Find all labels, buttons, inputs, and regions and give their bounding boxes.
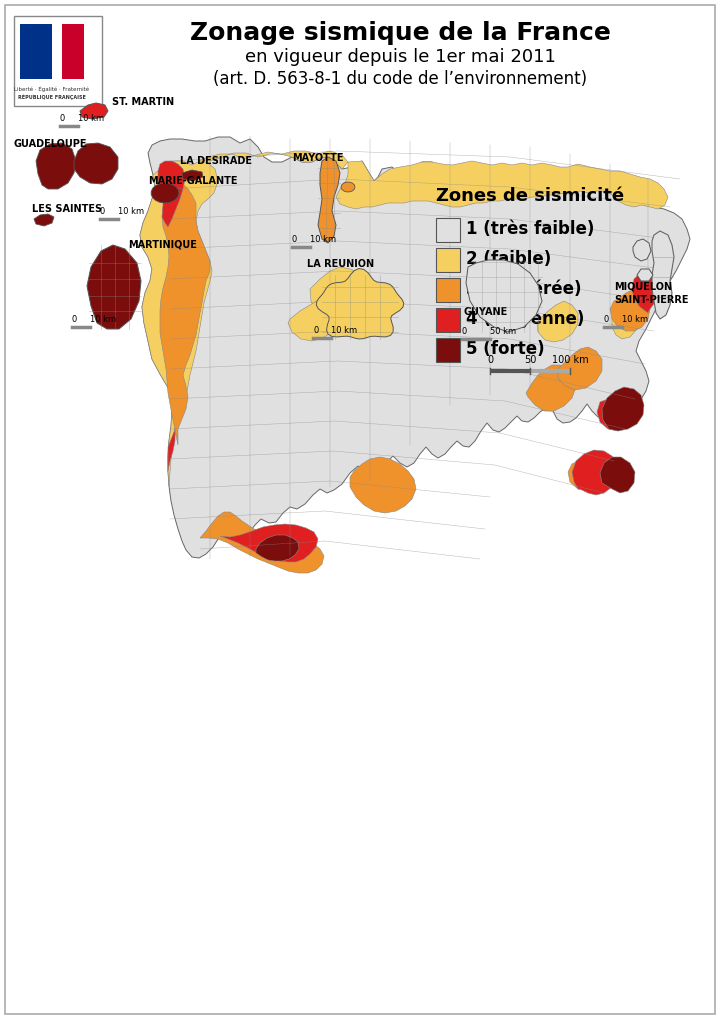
Bar <box>436 218 460 242</box>
Polygon shape <box>310 267 376 327</box>
Text: 0: 0 <box>487 355 493 365</box>
Bar <box>14 16 102 106</box>
Text: 10 km: 10 km <box>622 315 648 324</box>
Text: 5 (forte): 5 (forte) <box>466 340 544 358</box>
Polygon shape <box>140 137 690 558</box>
Polygon shape <box>610 289 650 331</box>
Polygon shape <box>220 524 318 562</box>
Text: LA REUNION: LA REUNION <box>307 259 374 269</box>
Polygon shape <box>341 182 355 192</box>
Text: MARIE-GALANTE: MARIE-GALANTE <box>148 176 238 186</box>
Bar <box>52 24 62 79</box>
Polygon shape <box>200 512 324 573</box>
Text: 2 (faible): 2 (faible) <box>466 250 552 268</box>
Text: LES SAINTES: LES SAINTES <box>32 204 102 214</box>
Polygon shape <box>558 347 602 390</box>
Text: 50 km: 50 km <box>490 327 516 336</box>
Polygon shape <box>526 365 576 411</box>
Text: en vigueur depuis le 1er mai 2011: en vigueur depuis le 1er mai 2011 <box>245 48 555 66</box>
Bar <box>436 308 460 332</box>
Text: 10 km: 10 km <box>310 235 336 244</box>
Text: 0: 0 <box>72 315 77 324</box>
Text: MARTINIQUE: MARTINIQUE <box>128 239 197 249</box>
Text: SAINT-PIERRE: SAINT-PIERRE <box>614 294 688 305</box>
Text: LA DESIRADE: LA DESIRADE <box>180 156 252 166</box>
Text: (art. D. 563-8-1 du code de l’environnement): (art. D. 563-8-1 du code de l’environnem… <box>213 70 587 88</box>
Bar <box>62 24 84 79</box>
Polygon shape <box>637 269 653 281</box>
Text: 0: 0 <box>60 114 66 123</box>
Polygon shape <box>256 535 299 561</box>
Polygon shape <box>36 143 76 189</box>
Text: 0: 0 <box>100 207 105 216</box>
Text: 0: 0 <box>462 327 467 336</box>
Polygon shape <box>572 450 617 495</box>
Polygon shape <box>34 214 54 226</box>
Text: 50: 50 <box>524 355 536 365</box>
Text: 10 km: 10 km <box>90 315 116 324</box>
Text: 100 km: 100 km <box>552 355 588 365</box>
Text: Liberté · Égalité · Fraternité: Liberté · Égalité · Fraternité <box>14 86 89 92</box>
Text: 4 (moyenne): 4 (moyenne) <box>466 310 585 328</box>
Polygon shape <box>568 451 610 491</box>
Polygon shape <box>140 161 218 486</box>
Bar <box>436 338 460 362</box>
Text: 10 km: 10 km <box>118 207 144 216</box>
Polygon shape <box>612 291 642 339</box>
Polygon shape <box>198 151 348 169</box>
Polygon shape <box>87 245 141 329</box>
Polygon shape <box>288 293 342 341</box>
Bar <box>436 278 460 302</box>
Polygon shape <box>466 260 542 332</box>
Text: RÉPUBLIQUE FRANÇAISE: RÉPUBLIQUE FRANÇAISE <box>18 94 86 100</box>
Text: 1 (très faible): 1 (très faible) <box>466 220 595 238</box>
Polygon shape <box>537 301 578 342</box>
Polygon shape <box>74 143 118 184</box>
Text: GUADELOUPE: GUADELOUPE <box>14 139 88 149</box>
Polygon shape <box>158 161 185 227</box>
Polygon shape <box>602 387 644 431</box>
Polygon shape <box>632 271 660 313</box>
Polygon shape <box>350 457 416 513</box>
Text: 0: 0 <box>313 326 318 335</box>
Polygon shape <box>597 389 640 431</box>
Polygon shape <box>316 269 404 339</box>
Polygon shape <box>182 170 203 181</box>
Text: 0: 0 <box>292 235 297 244</box>
Text: GUYANE: GUYANE <box>464 307 508 317</box>
Polygon shape <box>336 161 668 209</box>
Bar <box>436 248 460 272</box>
Polygon shape <box>318 157 340 243</box>
Polygon shape <box>600 457 635 493</box>
Text: 3 (modérée): 3 (modérée) <box>466 280 582 298</box>
Text: 0: 0 <box>604 315 609 324</box>
Polygon shape <box>160 181 210 445</box>
Text: Zones de sismicité: Zones de sismicité <box>436 187 624 205</box>
Text: MAYOTTE: MAYOTTE <box>292 153 343 163</box>
Polygon shape <box>652 231 674 319</box>
Polygon shape <box>80 103 108 119</box>
Text: 10 km: 10 km <box>78 114 104 123</box>
Text: ST. MARTIN: ST. MARTIN <box>112 97 174 107</box>
Bar <box>20 24 52 79</box>
Text: 10 km: 10 km <box>331 326 357 335</box>
Polygon shape <box>168 429 175 471</box>
Text: Zonage sismique de la France: Zonage sismique de la France <box>189 21 611 45</box>
Text: MIQUELON: MIQUELON <box>614 281 672 291</box>
Polygon shape <box>633 239 651 261</box>
Polygon shape <box>151 183 179 203</box>
